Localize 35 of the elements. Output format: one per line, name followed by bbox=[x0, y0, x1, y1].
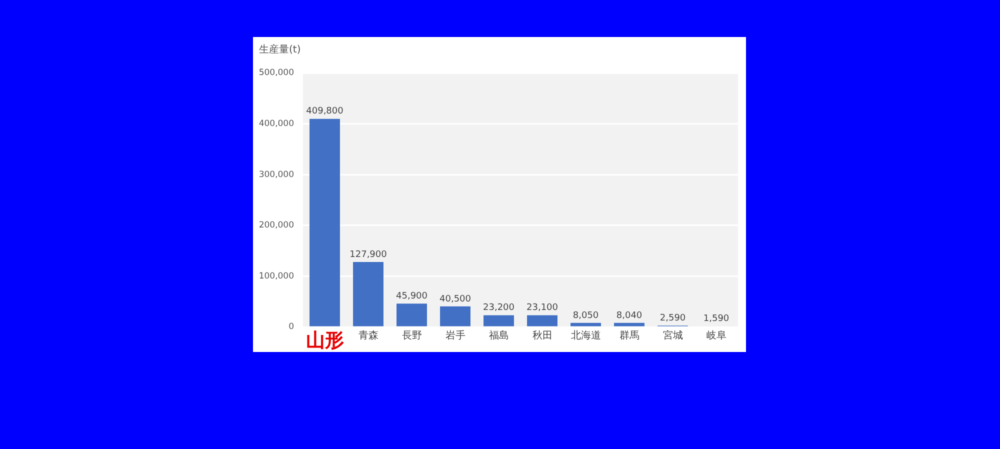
x-tick-label: 宮城 bbox=[662, 330, 683, 342]
data-label: 127,900 bbox=[350, 250, 388, 260]
bar bbox=[484, 315, 514, 326]
data-label: 8,050 bbox=[572, 310, 599, 321]
bar bbox=[527, 315, 558, 326]
y-tick-label: 0 bbox=[288, 322, 294, 332]
x-tick-label: 山形 bbox=[306, 329, 344, 352]
x-tick-label: 岐阜 bbox=[706, 330, 726, 342]
data-label: 2,590 bbox=[660, 314, 686, 324]
data-label: 8,040 bbox=[616, 310, 642, 321]
bar bbox=[614, 322, 644, 326]
bar bbox=[440, 306, 470, 326]
y-tick-label: 200,000 bbox=[258, 220, 294, 231]
x-tick-label: 福島 bbox=[488, 330, 509, 342]
x-tick-label: 青森 bbox=[358, 330, 378, 342]
data-label: 40,500 bbox=[440, 294, 472, 304]
bar bbox=[310, 118, 340, 326]
x-tick-label: 岩手 bbox=[445, 330, 466, 342]
y-tick-label: 400,000 bbox=[258, 119, 294, 130]
x-tick-label: 北海道 bbox=[570, 330, 601, 342]
x-tick-label: 秋田 bbox=[532, 330, 552, 342]
data-label: 23,200 bbox=[483, 303, 515, 314]
data-label: 45,900 bbox=[396, 292, 428, 302]
x-tick-label: 群馬 bbox=[619, 330, 640, 342]
bar bbox=[570, 322, 601, 326]
data-label: 409,800 bbox=[306, 106, 344, 117]
y-tick-label: 300,000 bbox=[258, 170, 294, 180]
data-label: 23,100 bbox=[526, 303, 558, 314]
x-tick-label: 長野 bbox=[402, 330, 422, 342]
bar bbox=[353, 262, 384, 326]
y-tick-label: 500,000 bbox=[258, 68, 294, 78]
y-axis-title: 生産量(t) bbox=[259, 44, 301, 56]
data-label: 1,590 bbox=[703, 314, 730, 324]
y-tick-label: 100,000 bbox=[258, 271, 294, 282]
bar bbox=[396, 304, 427, 326]
